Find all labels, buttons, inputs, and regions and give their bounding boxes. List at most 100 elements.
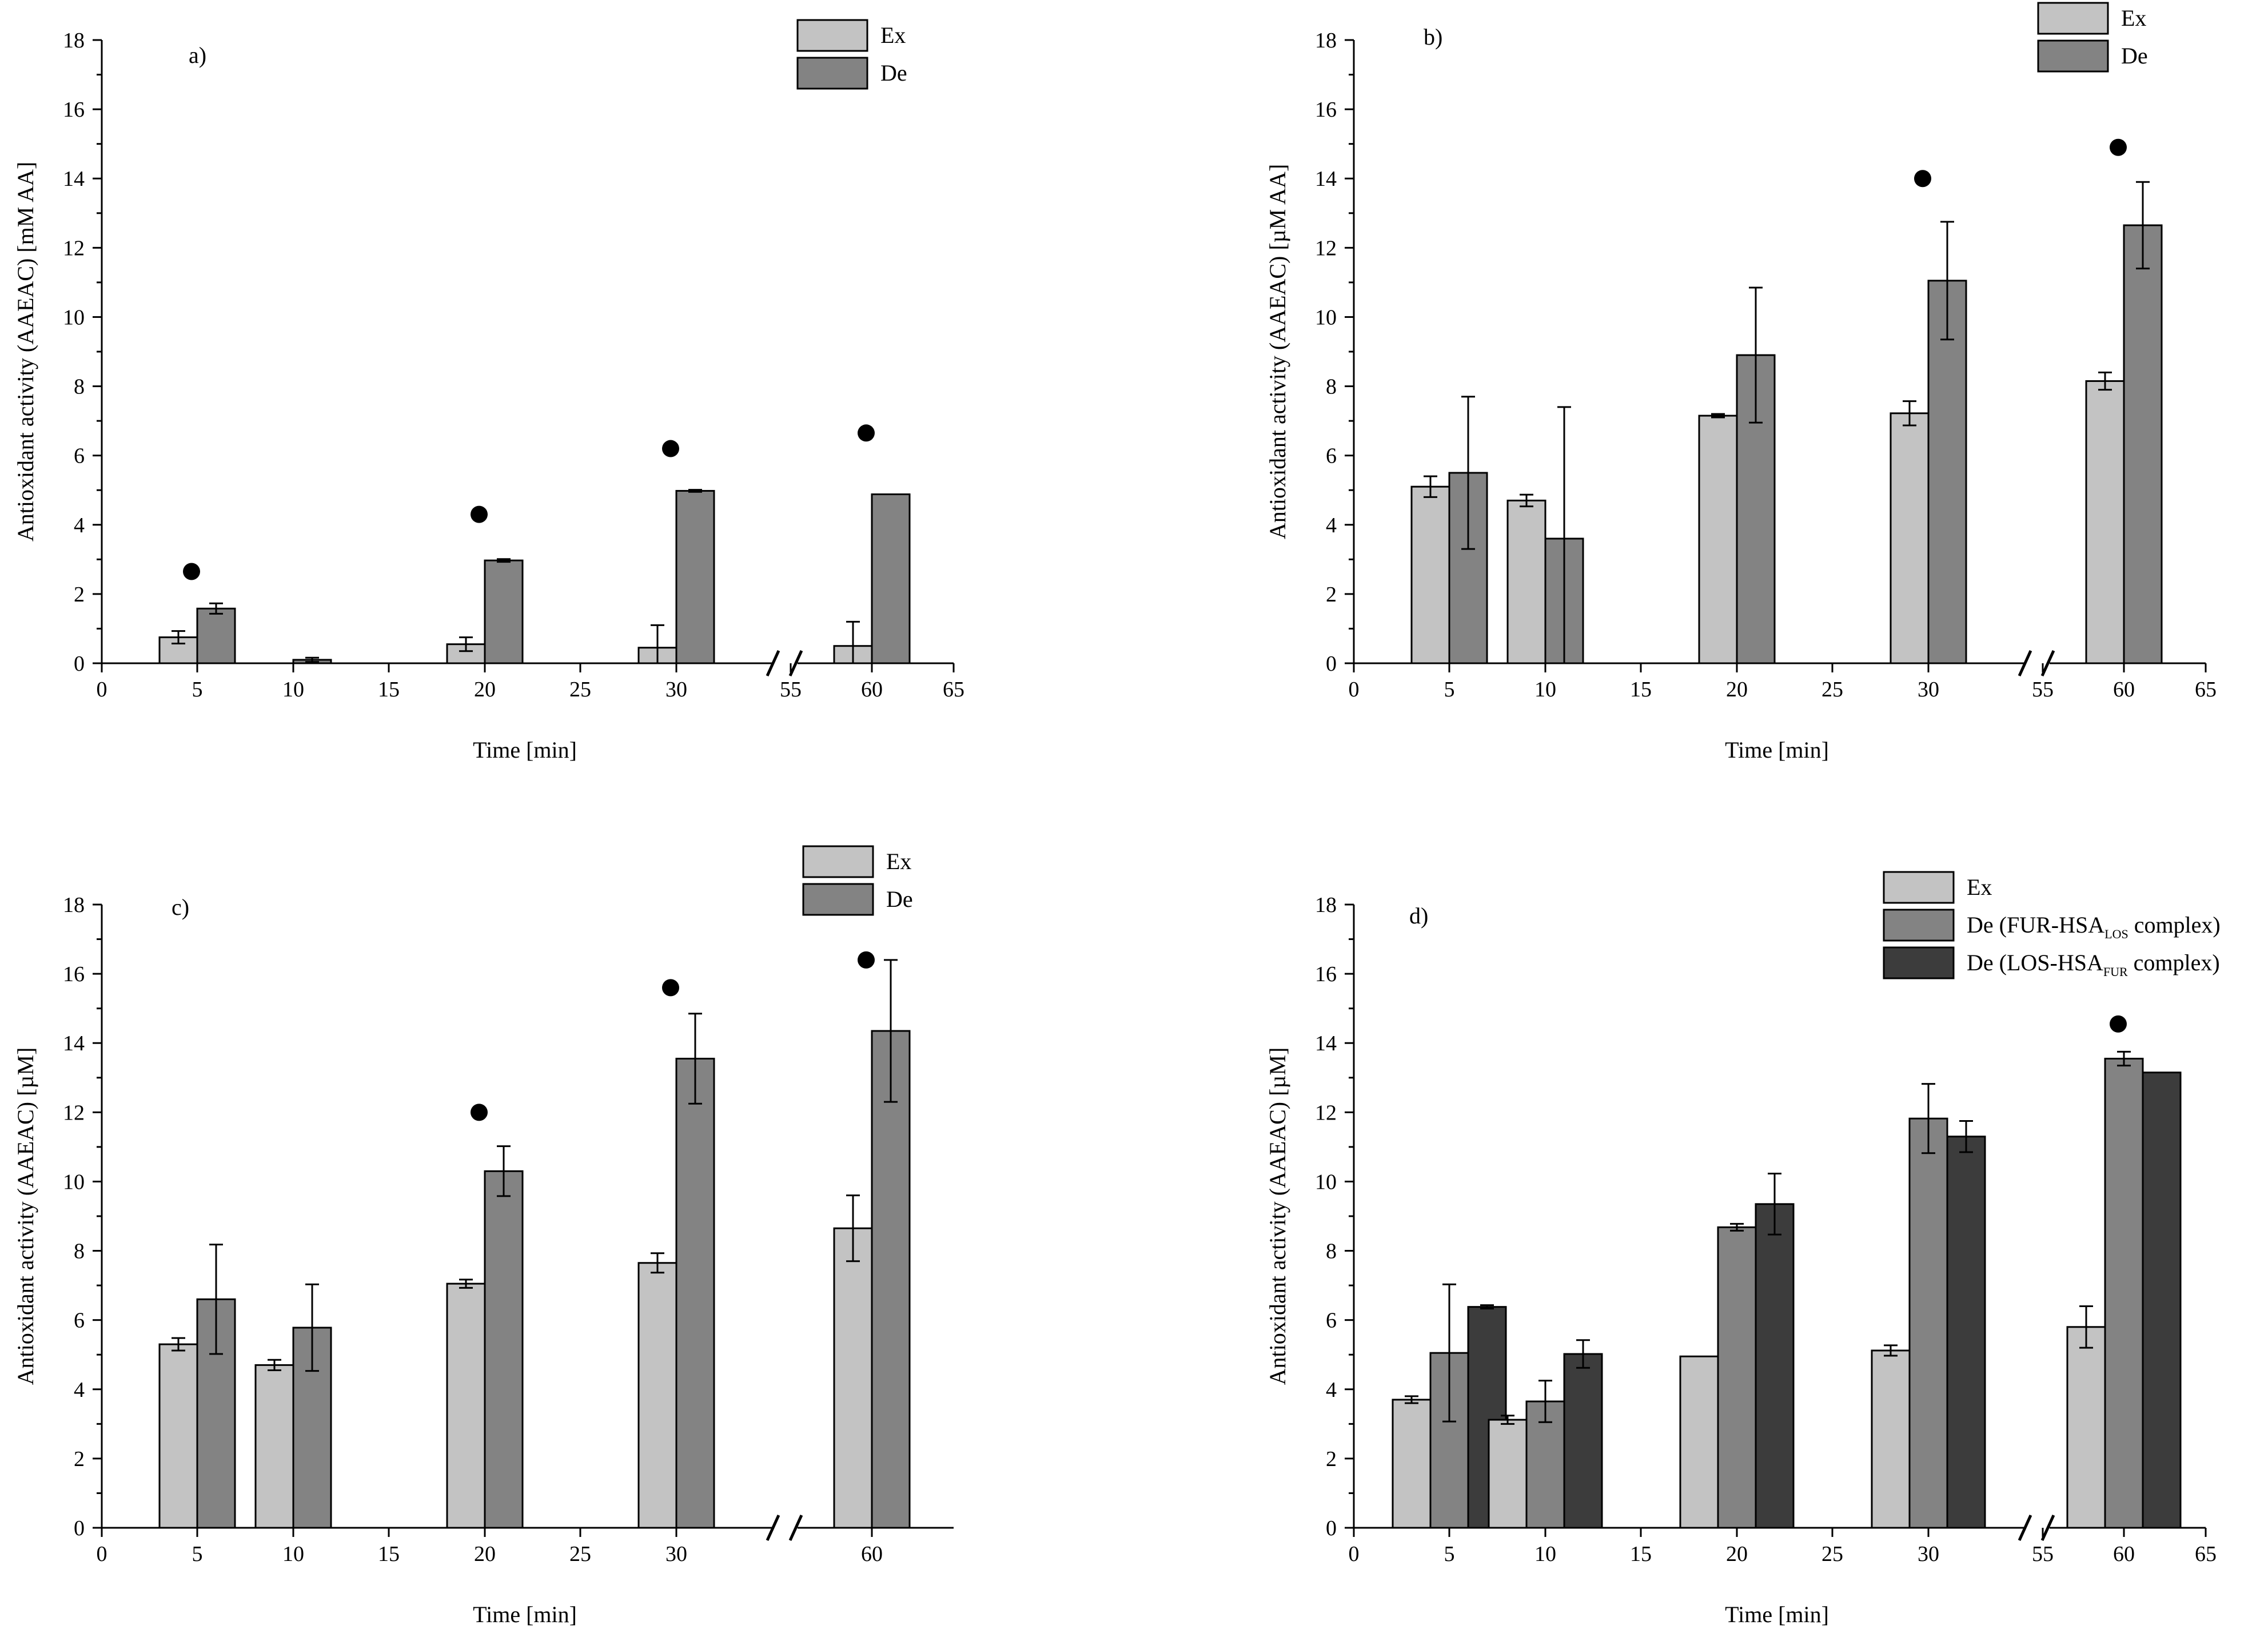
x-tick-label: 10 bbox=[1534, 1542, 1556, 1566]
legend-label-main: Ex bbox=[880, 22, 906, 48]
y-tick-label: 14 bbox=[63, 167, 85, 191]
bar-de-fur-hsa-20 bbox=[1717, 1226, 1757, 1529]
legend-swatch bbox=[2037, 2, 2109, 35]
panel-label: c) bbox=[172, 894, 189, 920]
legend-label: De (LOS-HSAFUR complex) bbox=[1967, 950, 2220, 979]
bar-ex-20 bbox=[446, 1282, 486, 1529]
y-tick-label: 10 bbox=[63, 305, 85, 329]
y-tick-label: 2 bbox=[1326, 583, 1337, 607]
significance-dot bbox=[2110, 138, 2127, 156]
bar-de-5 bbox=[196, 607, 236, 664]
significance-dot bbox=[471, 1104, 488, 1121]
bar-de-los-hsa-30 bbox=[1946, 1136, 1986, 1529]
bar-de-los-hsa-20 bbox=[1755, 1203, 1795, 1529]
legend-label-suffix: complex) bbox=[2129, 912, 2221, 938]
y-tick-label: 4 bbox=[1326, 1378, 1337, 1402]
bar-ex-10 bbox=[1488, 1419, 1528, 1529]
y-tick-label: 4 bbox=[74, 1378, 85, 1402]
y-tick-label: 12 bbox=[1315, 1101, 1337, 1125]
axis-break-mark bbox=[766, 1514, 780, 1542]
y-tick-label: 8 bbox=[74, 375, 85, 399]
legend-label-subscript: LOS bbox=[2104, 927, 2129, 941]
legend-label: Ex bbox=[1967, 874, 1992, 900]
y-tick-label: 2 bbox=[74, 1447, 85, 1471]
significance-dot bbox=[858, 951, 875, 969]
y-tick-label: 0 bbox=[1326, 652, 1337, 676]
legend-label-subscript: FUR bbox=[2103, 965, 2128, 979]
legend-swatch bbox=[1883, 909, 1955, 942]
x-tick-label: 25 bbox=[1821, 1542, 1843, 1566]
legend-label: Ex bbox=[886, 849, 911, 874]
legend-label-main: Ex bbox=[2121, 5, 2146, 31]
bar-ex-5 bbox=[1392, 1399, 1432, 1529]
x-tick-label: 60 bbox=[2113, 1542, 2135, 1566]
x-axis-title: Time [min] bbox=[1725, 1602, 1829, 1627]
bar-ex-20 bbox=[1698, 415, 1738, 664]
x-tick-label: 55 bbox=[780, 678, 802, 702]
x-tick-label: 5 bbox=[1444, 678, 1455, 702]
axis-break-mark bbox=[2018, 1514, 2032, 1542]
legend-label-main: Ex bbox=[886, 849, 911, 874]
x-tick-label: 20 bbox=[1726, 1542, 1748, 1566]
x-axis-title: Time [min] bbox=[1725, 737, 1829, 763]
x-tick-label: 10 bbox=[282, 678, 304, 702]
bar-de-los-hsa-60 bbox=[2142, 1072, 2182, 1529]
x-tick-label: 65 bbox=[943, 678, 964, 702]
legend-swatch bbox=[1883, 871, 1955, 904]
y-tick-label: 16 bbox=[63, 98, 85, 122]
y-tick-label: 18 bbox=[1315, 29, 1337, 53]
bar-de-fur-hsa-60 bbox=[2104, 1057, 2144, 1529]
bar-de-60 bbox=[871, 1030, 911, 1529]
significance-dot bbox=[2110, 1015, 2127, 1033]
bar-de-60 bbox=[871, 493, 911, 664]
x-tick-label: 20 bbox=[1726, 678, 1748, 702]
chart-panel-b: 0 2 4 6 8 10 12 14 16 18 0 5 10 15 20 25 30 55 60 65 Time [m… bbox=[1265, 2, 2217, 763]
legend-swatch bbox=[802, 883, 874, 916]
bar-de-60 bbox=[2123, 224, 2163, 664]
x-tick-label: 25 bbox=[569, 1542, 591, 1566]
bar-de-los-hsa-10 bbox=[1563, 1353, 1603, 1529]
legend-swatch bbox=[802, 845, 874, 878]
significance-dot bbox=[183, 563, 200, 580]
y-tick-label: 2 bbox=[74, 583, 85, 607]
y-tick-label: 2 bbox=[1326, 1447, 1337, 1471]
axis-break-mark bbox=[788, 650, 803, 677]
x-tick-label: 5 bbox=[192, 1542, 203, 1566]
bar-ex-10 bbox=[254, 1364, 294, 1529]
y-tick-label: 18 bbox=[63, 29, 85, 53]
y-tick-label: 4 bbox=[1326, 513, 1337, 537]
y-tick-label: 6 bbox=[1326, 1309, 1337, 1333]
x-tick-label: 60 bbox=[861, 678, 883, 702]
x-tick-label: 65 bbox=[2195, 678, 2217, 702]
chart-panel-c: 0 2 4 6 8 10 12 14 16 18 0 5 10 15 20 25 30 60 Time [min] A… bbox=[13, 845, 954, 1627]
y-tick-label: 0 bbox=[74, 652, 85, 676]
x-tick-label: 0 bbox=[1349, 1542, 1360, 1566]
legend-label: De bbox=[2121, 43, 2148, 69]
x-tick-label: 0 bbox=[97, 678, 107, 702]
x-axis-title: Time [min] bbox=[473, 1602, 577, 1627]
legend-label: De (FUR-HSALOS complex) bbox=[1967, 912, 2221, 941]
x-tick-label: 30 bbox=[1918, 678, 1939, 702]
y-tick-label: 10 bbox=[1315, 1170, 1337, 1194]
x-tick-label: 25 bbox=[1821, 678, 1843, 702]
bar-de-20 bbox=[484, 1170, 524, 1529]
panel-label: a) bbox=[189, 42, 206, 68]
axis-break-mark bbox=[766, 650, 780, 677]
y-tick-label: 16 bbox=[63, 962, 85, 986]
axis-break-mark bbox=[2040, 650, 2055, 677]
y-tick-label: 6 bbox=[74, 444, 85, 468]
y-tick-label: 14 bbox=[1315, 1031, 1337, 1056]
y-axis-title: Antioxidant activity (AAEAC) [mM AA] bbox=[13, 162, 38, 541]
legend-label-suffix: complex) bbox=[2128, 950, 2220, 975]
bar-ex-30 bbox=[1890, 412, 1930, 664]
bar-de-fur-hsa-30 bbox=[1908, 1117, 1948, 1529]
x-tick-label: 5 bbox=[1444, 1542, 1455, 1566]
chart-panel-d: 0 2 4 6 8 10 12 14 16 18 0 5 10 15 20 25 30 55 60 65 Time [m… bbox=[1265, 871, 2221, 1627]
y-tick-label: 18 bbox=[1315, 893, 1337, 917]
axis-break-mark bbox=[2018, 650, 2032, 677]
y-axis-title: Antioxidant activity (AAEAC) [µM] bbox=[13, 1047, 38, 1385]
y-tick-label: 12 bbox=[63, 236, 85, 260]
bar-ex-30 bbox=[1871, 1349, 1911, 1529]
legend-swatch bbox=[796, 19, 868, 52]
bar-ex-20 bbox=[1679, 1355, 1719, 1529]
